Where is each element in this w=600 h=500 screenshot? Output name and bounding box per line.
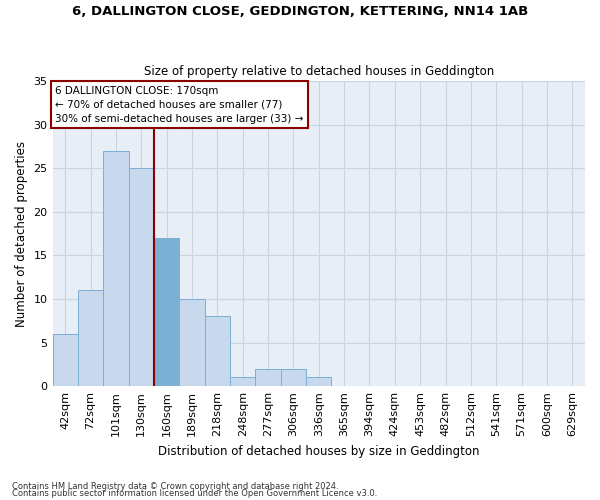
Text: Contains HM Land Registry data © Crown copyright and database right 2024.: Contains HM Land Registry data © Crown c… bbox=[12, 482, 338, 491]
Bar bbox=[128, 168, 154, 386]
X-axis label: Distribution of detached houses by size in Geddington: Distribution of detached houses by size … bbox=[158, 444, 479, 458]
Bar bbox=[205, 316, 230, 386]
Bar bbox=[256, 368, 281, 386]
Bar bbox=[179, 299, 205, 386]
Text: Contains public sector information licensed under the Open Government Licence v3: Contains public sector information licen… bbox=[12, 490, 377, 498]
Bar bbox=[78, 290, 103, 386]
Bar bbox=[230, 378, 256, 386]
Bar bbox=[306, 378, 331, 386]
Bar bbox=[53, 334, 78, 386]
Title: Size of property relative to detached houses in Geddington: Size of property relative to detached ho… bbox=[143, 66, 494, 78]
Y-axis label: Number of detached properties: Number of detached properties bbox=[15, 140, 28, 326]
Bar bbox=[281, 368, 306, 386]
Bar bbox=[154, 238, 179, 386]
Text: 6, DALLINGTON CLOSE, GEDDINGTON, KETTERING, NN14 1AB: 6, DALLINGTON CLOSE, GEDDINGTON, KETTERI… bbox=[72, 5, 528, 18]
Bar bbox=[103, 151, 128, 386]
Text: 6 DALLINGTON CLOSE: 170sqm
← 70% of detached houses are smaller (77)
30% of semi: 6 DALLINGTON CLOSE: 170sqm ← 70% of deta… bbox=[55, 86, 304, 124]
